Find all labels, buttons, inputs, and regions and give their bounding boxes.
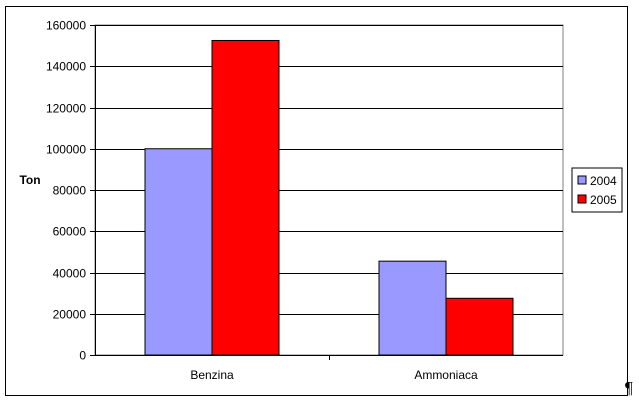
legend-box [571,167,623,213]
x-tick-label: Ammoniaca [414,368,478,382]
y-tick-label: 60000 [53,225,87,239]
legend-label: 2005 [590,193,617,207]
y-tick-label: 20000 [53,308,87,322]
bar [144,148,213,356]
y-tick-label: 140000 [46,60,86,74]
y-tick-label: 0 [79,349,86,363]
y-tick-label: 160000 [46,19,86,33]
y-tick-label: 40000 [53,267,87,281]
bar [445,297,514,356]
bar [211,39,280,356]
y-tick-label: 120000 [46,102,86,116]
x-tick-label: Benzina [190,368,234,382]
y-tick-label: 100000 [46,143,86,157]
bar [378,260,447,356]
y-tick-label: 80000 [53,184,87,198]
legend-swatch [577,194,587,204]
legend-swatch [577,175,587,185]
y-axis-title: Ton [19,173,40,187]
legend-label: 2004 [590,174,617,188]
paragraph-mark: ¶ [625,378,633,397]
